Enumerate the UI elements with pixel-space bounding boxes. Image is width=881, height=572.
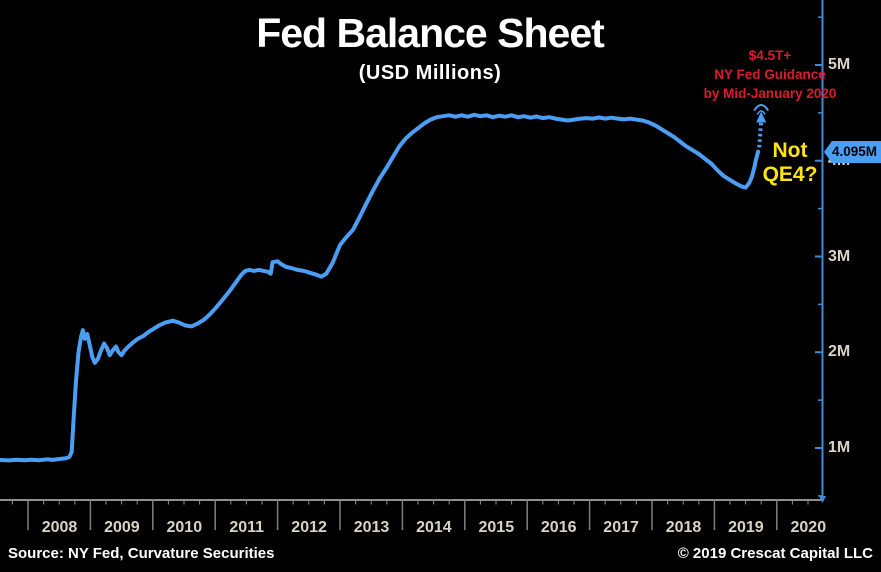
not-qe4-annotation: Not QE4? xyxy=(744,139,836,187)
projection-arrow-flare-inner xyxy=(756,110,766,115)
x-axis-year-label: 2011 xyxy=(229,519,265,536)
x-axis-year-label: 2009 xyxy=(104,519,140,536)
x-axis-year-label: 2020 xyxy=(790,519,827,536)
source-credit: Source: NY Fed, Curvature Securities xyxy=(8,545,275,562)
x-axis-year-label: 2015 xyxy=(478,519,515,536)
guidance-line-2: NY Fed Guidance xyxy=(714,67,826,82)
x-axis-year-label: 2016 xyxy=(540,519,577,536)
x-axis-year-label: 2012 xyxy=(291,519,327,536)
x-axis-year-label: 2019 xyxy=(728,519,764,536)
projection-arrow-dashes xyxy=(757,120,764,148)
not-qe4-line-2: QE4? xyxy=(762,163,818,186)
y-axis-end-cap xyxy=(819,496,826,503)
copyright-credit: © 2019 Crescat Capital LLC xyxy=(677,545,873,562)
x-axis-year-label: 2008 xyxy=(41,519,78,536)
x-axis-year-label: 2018 xyxy=(665,519,702,536)
balance-sheet-line xyxy=(0,112,761,463)
projection-arrow-flare-outer xyxy=(753,104,770,112)
y-axis-tick-label: 5M xyxy=(828,56,851,73)
chart-title: Fed Balance Sheet xyxy=(256,10,605,56)
projection-arrow-head xyxy=(756,111,767,123)
not-qe4-line-1: Not xyxy=(772,139,808,162)
guidance-line-1: $4.5T+ xyxy=(748,48,792,63)
y-axis-tick-label: 1M xyxy=(828,439,851,456)
x-axis-year-label: 2017 xyxy=(603,519,639,536)
x-axis-year-label: 2013 xyxy=(353,519,390,536)
guidance-annotation: $4.5T+ NY Fed Guidance by Mid-January 20… xyxy=(668,46,872,103)
chart-subtitle: (USD Millions) xyxy=(358,62,502,84)
y-axis-tick-label: 2M xyxy=(828,343,851,361)
last-value-badge: 4.095M xyxy=(824,141,881,163)
x-axis-year-label: 2010 xyxy=(166,519,203,536)
y-axis-tick-label: 3M xyxy=(828,247,851,265)
guidance-line-3: by Mid-January 2020 xyxy=(703,86,837,101)
x-axis-year-label: 2014 xyxy=(416,519,452,536)
